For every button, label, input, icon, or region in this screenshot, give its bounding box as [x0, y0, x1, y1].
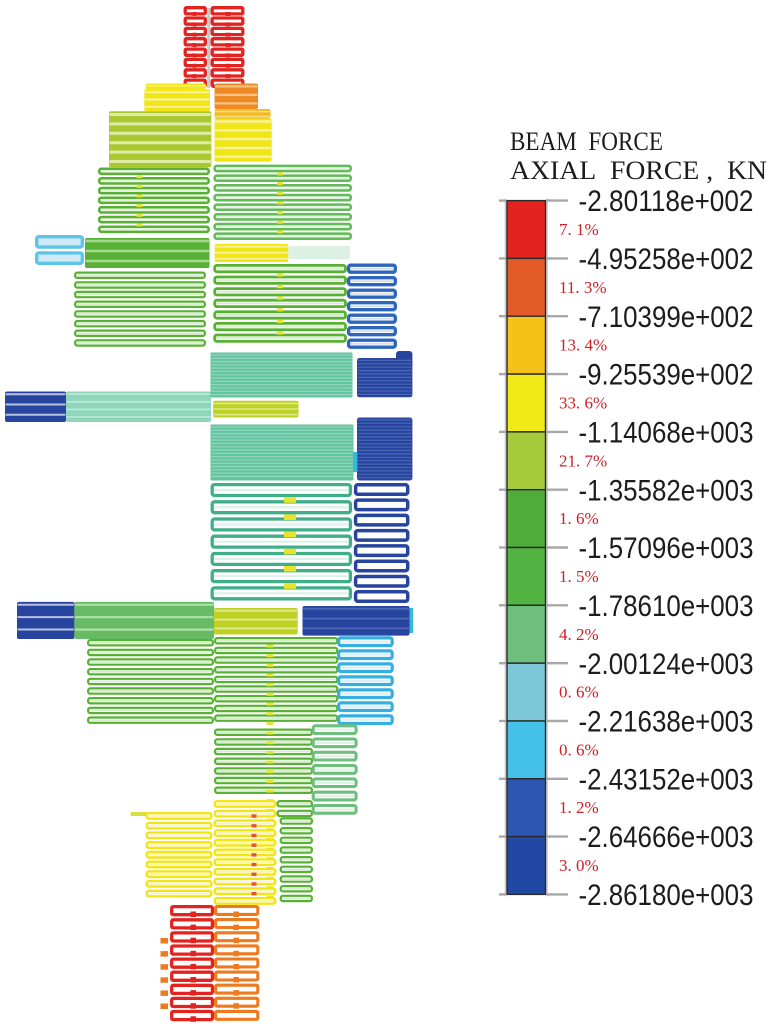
- svg-text:1. 5%: 1. 5%: [559, 567, 599, 586]
- svg-text:-2.64666e+003: -2.64666e+003: [579, 821, 754, 854]
- svg-text:AXIAL FORCE , KN: AXIAL FORCE , KN: [510, 156, 767, 185]
- svg-text:-4.95258e+002: -4.95258e+002: [579, 243, 754, 276]
- svg-text:33. 6%: 33. 6%: [559, 394, 607, 413]
- svg-text:7. 1%: 7. 1%: [559, 220, 599, 239]
- svg-text:-1.14068e+003: -1.14068e+003: [579, 417, 754, 450]
- svg-text:0. 6%: 0. 6%: [559, 683, 599, 702]
- svg-text:-2.43152e+003: -2.43152e+003: [579, 763, 754, 796]
- svg-text:-2.86180e+003: -2.86180e+003: [579, 879, 754, 912]
- svg-text:-1.35582e+003: -1.35582e+003: [579, 474, 754, 507]
- svg-text:0. 6%: 0. 6%: [559, 740, 599, 759]
- svg-text:1. 6%: 1. 6%: [559, 509, 599, 528]
- svg-text:-2.21638e+003: -2.21638e+003: [579, 706, 754, 739]
- svg-text:-7.10399e+002: -7.10399e+002: [579, 301, 754, 334]
- svg-text:11. 3%: 11. 3%: [559, 278, 607, 297]
- svg-text:-1.57096e+003: -1.57096e+003: [579, 532, 754, 565]
- svg-text:-1.78610e+003: -1.78610e+003: [579, 590, 754, 623]
- svg-text:-2.00124e+003: -2.00124e+003: [579, 648, 754, 681]
- svg-text:13. 4%: 13. 4%: [559, 336, 607, 355]
- svg-text:-2.80118e+002: -2.80118e+002: [579, 185, 754, 218]
- svg-text:-9.25539e+002: -9.25539e+002: [579, 359, 754, 392]
- svg-text:BEAM FORCE: BEAM FORCE: [510, 127, 663, 156]
- svg-text:1. 2%: 1. 2%: [559, 798, 599, 817]
- svg-text:4. 2%: 4. 2%: [559, 625, 599, 644]
- svg-text:21. 7%: 21. 7%: [559, 451, 607, 470]
- svg-text:3. 0%: 3. 0%: [559, 856, 599, 875]
